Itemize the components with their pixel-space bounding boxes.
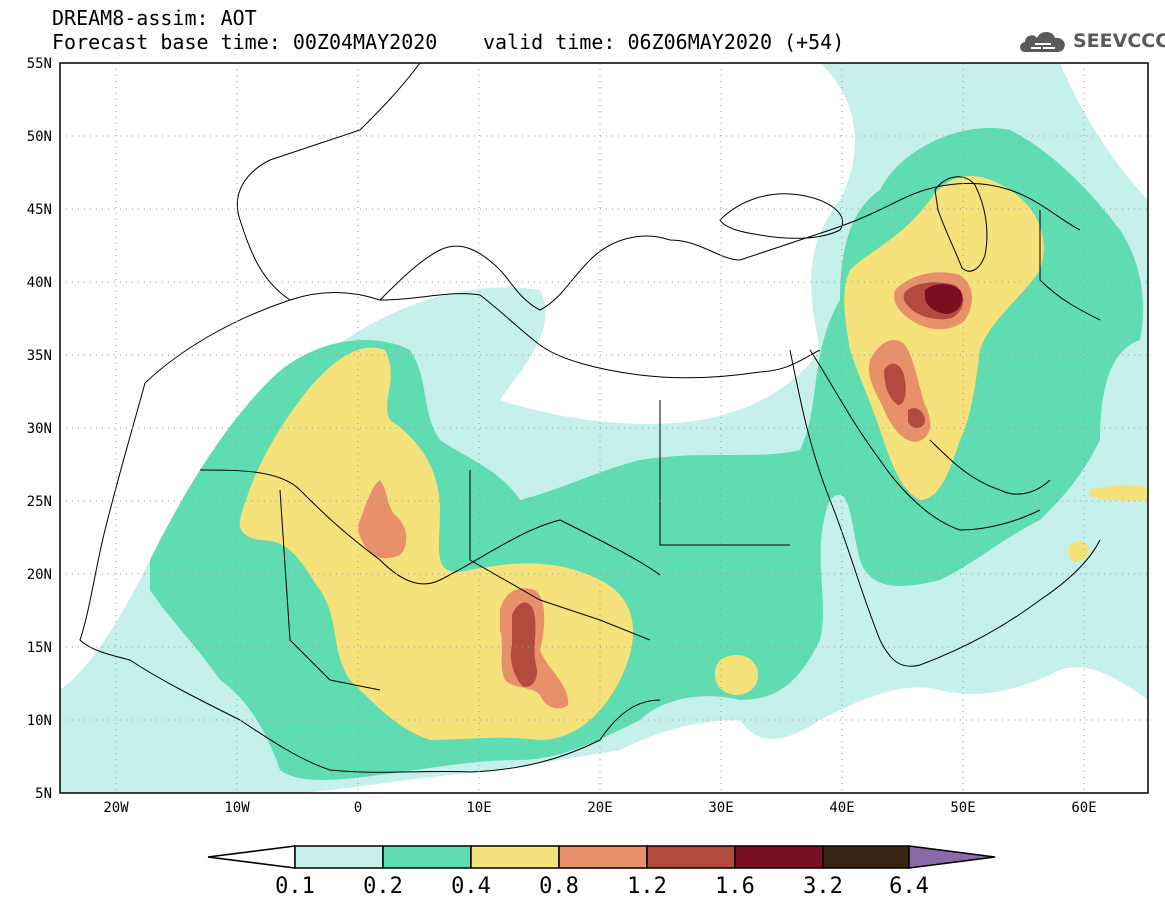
map-frame xyxy=(59,62,1149,794)
lat-label: 25N xyxy=(27,494,52,510)
lon-label: 10W xyxy=(224,800,250,816)
lat-axis: 5N 10N 15N 20N 25N 30N 35N 40N 45N 50N 5… xyxy=(27,56,52,802)
lat-label: 20N xyxy=(27,567,52,583)
colorbar-label: 0.1 xyxy=(275,874,315,899)
lon-label: 10E xyxy=(466,800,491,816)
lat-label: 15N xyxy=(27,640,52,656)
lon-axis: 20W 10W 0 10E 20E 30E 40E 50E 60E xyxy=(103,800,1096,816)
lon-label: 30E xyxy=(708,800,733,816)
lat-label: 55N xyxy=(27,56,52,72)
lon-label: 50E xyxy=(950,800,975,816)
cloud-icon xyxy=(1020,32,1065,52)
colorbar-label: 0.8 xyxy=(539,874,579,899)
colorbar xyxy=(207,845,996,869)
lat-label: 5N xyxy=(35,786,52,802)
lat-label: 45N xyxy=(27,202,52,218)
lat-label: 40N xyxy=(27,275,52,291)
colorbar-swatch xyxy=(822,845,910,869)
colorbar-swatch xyxy=(382,845,472,869)
colorbar-label: 3.2 xyxy=(803,874,843,899)
logo-text: SEEVCCC xyxy=(1073,30,1165,52)
forecast-base-time: Forecast base time: 00Z04MAY2020 xyxy=(52,30,438,54)
colorbar-labels: 0.1 0.2 0.4 0.8 1.2 1.6 3.2 6.4 xyxy=(275,874,929,899)
colorbar-label: 0.4 xyxy=(451,874,491,899)
lat-label: 30N xyxy=(27,421,52,437)
colorbar-swatch xyxy=(734,845,824,869)
map-title: DREAM8-assim: AOT xyxy=(52,6,257,30)
lon-label: 20W xyxy=(103,800,129,816)
lon-label: 60E xyxy=(1071,800,1096,816)
lon-label: 0 xyxy=(354,800,362,816)
seevccc-logo: SEEVCCC xyxy=(1017,26,1165,56)
colorbar-swatch xyxy=(294,845,384,869)
lat-label: 10N xyxy=(27,713,52,729)
colorbar-label: 0.2 xyxy=(363,874,403,899)
lon-label: 20E xyxy=(587,800,612,816)
colorbar-swatch xyxy=(646,845,736,869)
graticule xyxy=(60,63,1148,793)
colorbar-label: 1.6 xyxy=(715,874,755,899)
colorbar-label: 6.4 xyxy=(889,874,929,899)
colorbar-swatch xyxy=(470,845,560,869)
colorbar-swatch xyxy=(558,845,648,869)
lon-label: 40E xyxy=(829,800,854,816)
colorbar-low-end xyxy=(207,845,296,869)
lat-label: 50N xyxy=(27,129,52,145)
valid-time: valid time: 06Z06MAY2020 (+54) xyxy=(483,30,845,54)
lat-label: 35N xyxy=(27,348,52,364)
colorbar-label: 1.2 xyxy=(627,874,667,899)
colorbar-high-end xyxy=(908,845,996,869)
aot-shading xyxy=(60,63,1148,793)
